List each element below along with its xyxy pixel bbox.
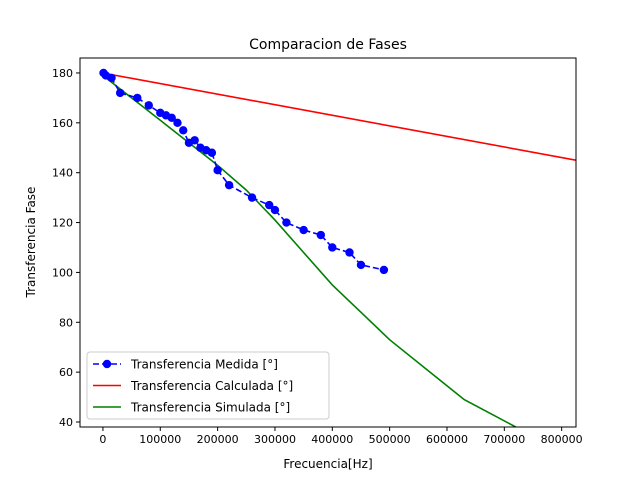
data-point [107,73,116,83]
data-point [224,180,234,190]
legend: Transferencia Medida [°] Transferencia Ca… [86,351,330,420]
x-axis: 0 100000 200000 300000 400000 500000 600000 700… [99,427,583,446]
legend-label: Transferencia Calculada [°] [130,379,293,393]
y-tick-label: 100 [52,266,73,279]
data-point [379,265,389,275]
x-tick-label: 700000 [483,433,525,446]
x-tick-label: 500000 [369,433,411,446]
series-line-1 [102,72,576,161]
x-tick-label: 0 [99,433,106,446]
x-tick-label: 400000 [311,433,353,446]
series-line-2 [102,74,517,427]
data-point [144,101,154,110]
data-point [173,118,182,128]
data-point [247,193,257,202]
y-axis: 40 60 80 100 120 140 160 180 [52,67,80,429]
data-point [299,225,308,235]
chart-title: Comparacion de Fases [249,37,407,53]
y-tick-label: 160 [52,117,73,130]
data-point [133,93,142,103]
data-point [270,205,280,215]
legend-marker [102,359,112,369]
y-axis-label: Transferencia Fase [24,187,38,299]
data-point [167,113,176,123]
data-point [179,126,188,135]
data-point [282,218,291,227]
series-line-0 [102,72,385,271]
legend-box [86,351,330,420]
data-point [328,243,337,252]
x-tick-label: 300000 [254,433,296,446]
x-tick-label: 800000 [541,433,583,446]
y-tick-label: 140 [52,167,73,180]
data-point [190,136,199,145]
data-point [345,248,354,257]
data-point [316,230,326,240]
data-point [213,165,222,175]
plot-frame [79,57,577,428]
x-axis-label: Frecuencia[Hz] [283,457,372,471]
y-tick-label: 80 [59,316,73,329]
data-point [265,200,274,210]
x-tick-label: 600000 [426,433,468,446]
y-tick-label: 40 [59,416,73,429]
y-tick-label: 180 [52,67,73,80]
x-tick-label: 200000 [197,433,239,446]
series-layer [99,68,576,427]
data-point [356,260,366,270]
y-tick-label: 120 [52,217,73,230]
x-tick-label: 100000 [139,433,181,446]
data-point [207,148,217,157]
y-tick-label: 60 [59,366,73,379]
legend-label: Transferencia Simulada [°] [130,401,290,415]
legend-label: Transferencia Medida [°] [130,358,278,372]
data-point [115,88,125,98]
